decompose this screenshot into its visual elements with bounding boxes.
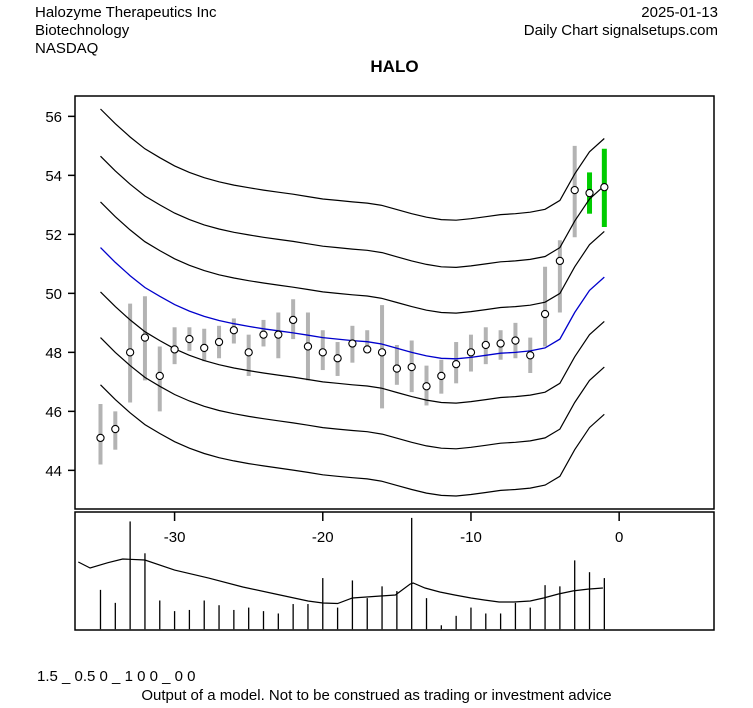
close-marker-day-4: [555, 256, 565, 266]
y-tick-label: 46: [45, 404, 62, 421]
ticker-title: HALO: [370, 57, 419, 76]
close-marker-day-23: [274, 330, 283, 339]
chart-source: Daily Chart signalsetups.com: [523, 22, 718, 39]
close-marker-day-33: [125, 348, 135, 357]
close-marker-day-32: [140, 333, 150, 342]
close-marker-day-5: [540, 309, 550, 319]
close-marker-day-34: [111, 424, 120, 434]
close-marker-day-15: [392, 364, 402, 373]
close-marker-day-1: [600, 183, 609, 192]
quantile-band-line-5: [100, 337, 605, 450]
close-marker-day-10: [466, 348, 476, 357]
quantile-band-line-2: [100, 201, 605, 314]
close-marker-day-2: [585, 188, 594, 198]
close-marker-day-9: [481, 340, 490, 350]
x-tick-label: 0: [615, 529, 623, 546]
chart-date: 2025-01-13: [641, 4, 718, 21]
y-tick-label: 56: [45, 109, 62, 126]
close-marker-day-3: [570, 185, 579, 195]
close-marker-day-6: [526, 351, 535, 360]
y-tick-label: 52: [45, 227, 62, 244]
close-marker-day-35: [96, 433, 105, 443]
close-marker-day-30: [170, 345, 179, 354]
close-marker-day-17: [363, 345, 372, 354]
volume-panel-box: [74, 511, 715, 631]
volume-ma-line: [78, 558, 603, 605]
y-tick-label: 50: [45, 286, 62, 303]
close-marker-day-26: [229, 326, 239, 335]
exchange-label: NASDAQ: [35, 40, 99, 57]
quantile-band-line-4: [100, 291, 605, 404]
header-right: 2025-01-13 Daily Chart signalsetups.com: [524, 4, 718, 40]
quantile-band-line-0: [100, 108, 605, 221]
close-marker-day-24: [259, 330, 268, 339]
sector-label: Biotechnology: [35, 22, 130, 39]
x-tick-label: -30: [164, 529, 186, 546]
close-marker-day-16: [377, 348, 387, 357]
quantile-band-line-6: [100, 384, 605, 497]
y-tick-label: 44: [45, 463, 62, 480]
close-marker-day-29: [185, 334, 194, 344]
price-panel-box: [74, 95, 715, 510]
disclaimer-text: Output of a model. Not to be construed a…: [141, 687, 612, 704]
company-name: Halozyme Therapeutics Inc: [35, 4, 217, 21]
close-marker-day-18: [348, 339, 357, 348]
close-marker-day-13: [422, 382, 431, 391]
close-marker-day-28: [200, 343, 209, 353]
quantile-band-line-1: [100, 155, 605, 269]
close-marker-day-31: [155, 371, 164, 381]
close-marker-day-7: [511, 336, 520, 345]
x-tick-label: -10: [460, 529, 482, 546]
close-marker-day-25: [244, 348, 253, 357]
y-tick-label: 48: [45, 345, 62, 362]
close-marker-day-20: [318, 348, 327, 357]
y-tick-label: 54: [45, 168, 62, 185]
close-marker-day-12: [437, 371, 446, 381]
close-marker-day-19: [333, 354, 342, 363]
close-marker-day-21: [303, 342, 313, 351]
close-marker-day-22: [288, 315, 298, 325]
x-tick-label: -20: [312, 529, 334, 546]
close-marker-day-11: [451, 360, 461, 369]
header-left: Halozyme Therapeutics Inc Biotechnology …: [35, 4, 216, 58]
model-params: 1.5 _ 0.5 0 _ 1 0 0 _ 0 0: [37, 668, 196, 685]
close-marker-day-8: [496, 339, 505, 348]
close-marker-day-14: [407, 362, 416, 372]
close-marker-day-27: [214, 337, 224, 347]
